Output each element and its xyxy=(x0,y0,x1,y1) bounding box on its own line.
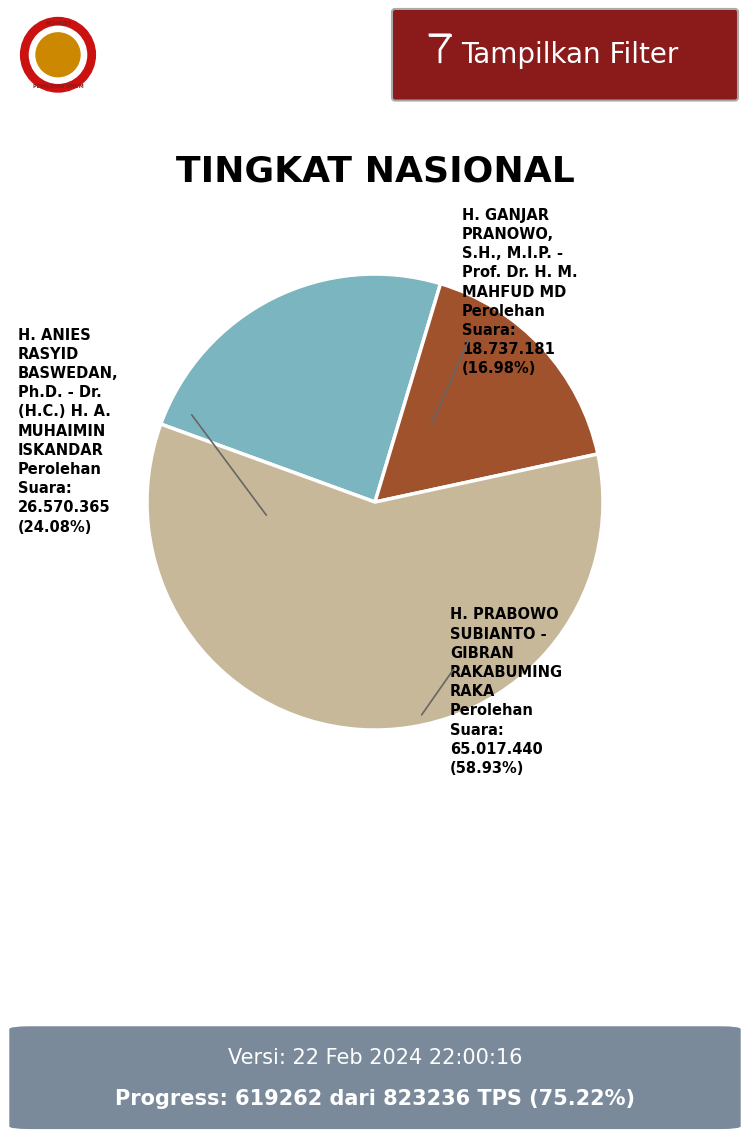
Text: Versi: 22 Feb 2024 22:00:16: Versi: 22 Feb 2024 22:00:16 xyxy=(228,1049,522,1068)
Text: Tampilkan Filter: Tampilkan Filter xyxy=(461,41,679,68)
FancyBboxPatch shape xyxy=(392,9,738,100)
Text: TINGKAT NASIONAL: TINGKAT NASIONAL xyxy=(176,154,574,188)
Circle shape xyxy=(36,33,80,76)
Text: PEMILIHAN UMUM: PEMILIHAN UMUM xyxy=(33,83,83,89)
Circle shape xyxy=(14,11,102,98)
Text: KOMISI: KOMISI xyxy=(45,21,70,26)
Circle shape xyxy=(20,17,95,92)
FancyBboxPatch shape xyxy=(9,1026,741,1130)
Wedge shape xyxy=(160,274,440,502)
Circle shape xyxy=(29,26,86,83)
Text: KPU: KPU xyxy=(145,31,261,79)
Text: H. PRABOWO
SUBIANTO -
GIBRAN
RAKABUMING
RAKA
Perolehan
Suara:
65.017.440
(58.93%: H. PRABOWO SUBIANTO - GIBRAN RAKABUMING … xyxy=(450,607,563,776)
Text: H. ANIES
RASYID
BASWEDAN,
Ph.D. - Dr.
(H.C.) H. A.
MUHAIMIN
ISKANDAR
Perolehan
S: H. ANIES RASYID BASWEDAN, Ph.D. - Dr. (H… xyxy=(18,327,118,535)
Wedge shape xyxy=(147,424,603,730)
Wedge shape xyxy=(375,284,598,502)
Text: H. GANJAR
PRANOWO,
S.H., M.I.P. -
Prof. Dr. H. M.
MAHFUD MD
Perolehan
Suara:
18.: H. GANJAR PRANOWO, S.H., M.I.P. - Prof. … xyxy=(462,208,578,377)
Text: Progress: 619262 dari 823236 TPS (75.22%): Progress: 619262 dari 823236 TPS (75.22%… xyxy=(115,1089,635,1109)
